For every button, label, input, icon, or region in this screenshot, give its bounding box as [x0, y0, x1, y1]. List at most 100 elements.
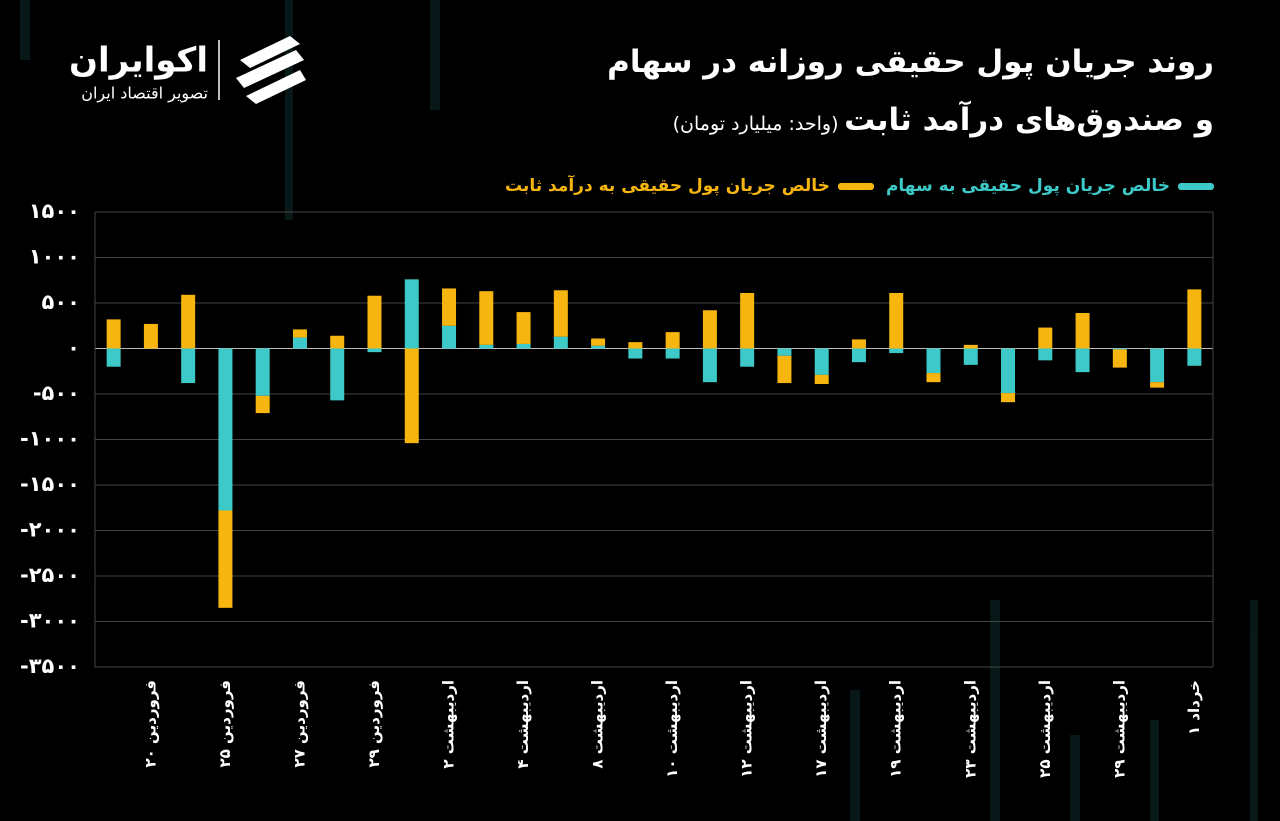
y-tick-label: -۵۰۰	[33, 381, 80, 405]
bar	[181, 348, 196, 384]
y-tick-label: -۲۵۰۰	[20, 563, 80, 587]
x-tick-label: ۱۰ اردیبهشت	[663, 680, 681, 778]
bar	[814, 348, 829, 375]
chart-title: روند جریان پول حقیقی روزانه در سهام	[607, 44, 1214, 80]
bar	[1112, 349, 1127, 368]
bar	[218, 510, 233, 608]
bar	[330, 348, 345, 401]
y-tick-label: -۲۰۰۰	[20, 518, 80, 542]
y-tick-label: -۳۰۰۰	[20, 609, 80, 633]
legend-item: خالص جریان پول حقیقی به سهام	[886, 176, 1214, 196]
bar	[926, 348, 941, 374]
title-line-2: و صندوق‌های درآمد ثابت (واحد: میلیارد تو…	[673, 102, 1214, 138]
logo-mark	[218, 36, 306, 104]
bar	[367, 295, 382, 349]
bar	[591, 345, 606, 349]
x-tick-label: ۲۰ فروردین	[141, 680, 159, 768]
bar	[106, 319, 121, 349]
bar	[963, 348, 978, 365]
legend-swatch	[837, 182, 874, 190]
x-tick-label: ۱۹ اردیبهشت	[887, 680, 905, 778]
bar	[963, 344, 978, 349]
x-tick-label: ۲۳ اردیبهشت	[961, 680, 979, 778]
bar	[479, 291, 494, 345]
legend: خالص جریان پول حقیقی به سهام خالص جریان پ…	[505, 176, 1214, 196]
y-tick-label: ۵۰۰	[42, 290, 80, 314]
bar	[330, 335, 345, 349]
x-tick-label: ۲ اردیبهشت	[440, 680, 458, 769]
bar	[1001, 393, 1016, 403]
y-tick-label: -۳۵۰۰	[20, 654, 80, 678]
background-decoration	[20, 0, 1258, 821]
bar	[1187, 348, 1202, 366]
bar	[1001, 348, 1016, 394]
bar	[740, 292, 755, 349]
bar	[1112, 348, 1127, 350]
legend-swatch	[1178, 182, 1214, 190]
bar	[777, 348, 792, 356]
bar	[1187, 289, 1202, 349]
legend-label: خالص جریان پول حقیقی به درآمد ثابت	[504, 176, 830, 196]
bar	[1038, 327, 1053, 349]
x-tick-label: ۲۷ فروردین	[290, 680, 308, 768]
bar	[255, 348, 270, 396]
bar	[292, 337, 307, 349]
bar	[442, 288, 457, 326]
x-tick-label: ۲۵ اردیبهشت	[1036, 680, 1054, 778]
bar	[851, 348, 866, 363]
bar	[516, 343, 531, 349]
bar	[181, 294, 196, 349]
bar	[553, 336, 568, 349]
bar	[1075, 348, 1090, 373]
logo-name: اکوایران	[69, 41, 208, 81]
x-tick-label: ۲۵ فروردین	[216, 680, 234, 768]
bar	[143, 323, 158, 349]
bar	[1075, 313, 1090, 349]
x-tick-label: ۱۷ اردیبهشت	[812, 680, 830, 778]
bar	[926, 373, 941, 383]
bar	[1150, 348, 1165, 383]
bar	[591, 338, 606, 346]
x-tick-label: ۱ خرداد	[1185, 680, 1203, 735]
chart-subtitle: (واحد: میلیارد تومان)	[672, 113, 839, 135]
bar	[665, 332, 680, 349]
bar	[702, 310, 717, 349]
y-tick-label: -۱۵۰۰	[20, 472, 80, 496]
chart-title: و صندوق‌های درآمد ثابت	[844, 102, 1214, 138]
x-tick-label: ۲۹ فروردین	[365, 680, 383, 768]
legend-label: خالص جریان پول حقیقی به سهام	[885, 176, 1170, 196]
bar	[553, 290, 568, 337]
bar	[1038, 348, 1053, 361]
bar	[814, 374, 829, 384]
bar	[292, 329, 307, 338]
bar	[404, 348, 419, 444]
bar	[702, 348, 717, 383]
bar	[255, 395, 270, 414]
x-tick-label: ۸ اردیبهشت	[589, 680, 607, 769]
bar	[740, 348, 755, 367]
bar	[1150, 382, 1165, 388]
bar	[889, 348, 904, 354]
y-tick-label: ۰	[67, 336, 80, 360]
y-tick-label: ۱۵۰۰	[29, 199, 80, 223]
bar	[218, 348, 233, 511]
x-tick-label: ۴ اردیبهشت	[514, 680, 532, 769]
bar	[479, 344, 494, 349]
y-tick-label: ۱۰۰۰	[29, 245, 80, 269]
y-tick-label: -۱۰۰۰	[20, 427, 80, 451]
bar	[628, 348, 643, 359]
bar	[516, 312, 531, 344]
x-tick-label: ۲۹ اردیبهشت	[1110, 680, 1128, 778]
bar	[367, 348, 382, 353]
bar	[106, 348, 121, 367]
bar	[442, 325, 457, 349]
bar	[851, 339, 866, 349]
x-tick-label: ۱۲ اردیبهشت	[738, 680, 756, 778]
bar	[777, 355, 792, 384]
legend-item: خالص جریان پول حقیقی به درآمد ثابت	[505, 176, 874, 196]
logo-tagline: تصویر اقتصاد ایران	[81, 84, 208, 104]
bar	[889, 292, 904, 349]
logo-icon	[236, 36, 306, 104]
